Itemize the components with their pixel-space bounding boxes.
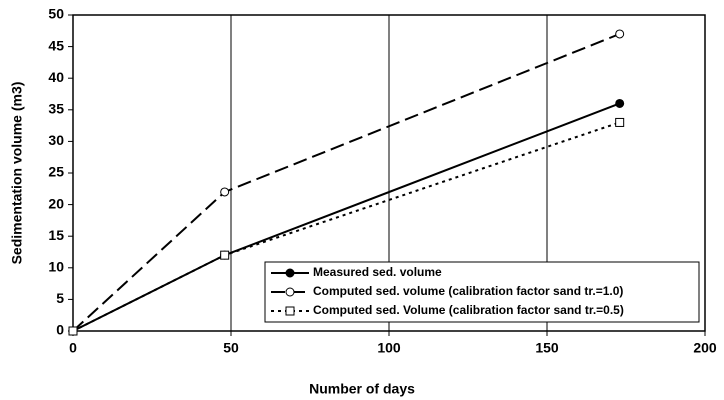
x-tick-label: 50 xyxy=(223,340,239,356)
x-tick-label: 100 xyxy=(377,340,401,356)
y-axis-label: Sedimentation volume (m3) xyxy=(9,82,25,265)
plot-border xyxy=(72,14,706,332)
legend-marker xyxy=(285,268,295,278)
y-tick-label: 0 xyxy=(56,322,64,338)
data-point xyxy=(615,98,625,108)
legend-marker xyxy=(285,287,295,297)
y-tick-label: 25 xyxy=(48,164,64,180)
y-tick-label: 40 xyxy=(48,69,64,85)
y-tick-label: 35 xyxy=(48,101,64,117)
legend-box xyxy=(264,261,700,323)
data-point xyxy=(220,250,230,260)
x-tick-label: 0 xyxy=(69,340,77,356)
x-tick-label: 200 xyxy=(693,340,717,356)
x-axis-label: Number of days xyxy=(309,381,415,397)
y-tick-label: 5 xyxy=(56,290,64,306)
y-tick-label: 45 xyxy=(48,37,64,53)
data-point xyxy=(220,187,230,197)
y-tick-label: 30 xyxy=(48,132,64,148)
data-point xyxy=(615,117,625,127)
y-tick-label: 20 xyxy=(48,195,64,211)
legend-label: Computed sed. Volume (calibration factor… xyxy=(313,303,624,317)
y-tick-label: 10 xyxy=(48,259,64,275)
y-tick-label: 50 xyxy=(48,6,64,22)
legend-label: Measured sed. volume xyxy=(313,265,442,279)
legend-label: Computed sed. volume (calibration factor… xyxy=(313,284,623,298)
data-point xyxy=(68,326,78,336)
data-point xyxy=(615,29,625,39)
y-tick-label: 15 xyxy=(48,227,64,243)
legend-marker xyxy=(285,306,295,316)
x-tick-label: 150 xyxy=(535,340,559,356)
